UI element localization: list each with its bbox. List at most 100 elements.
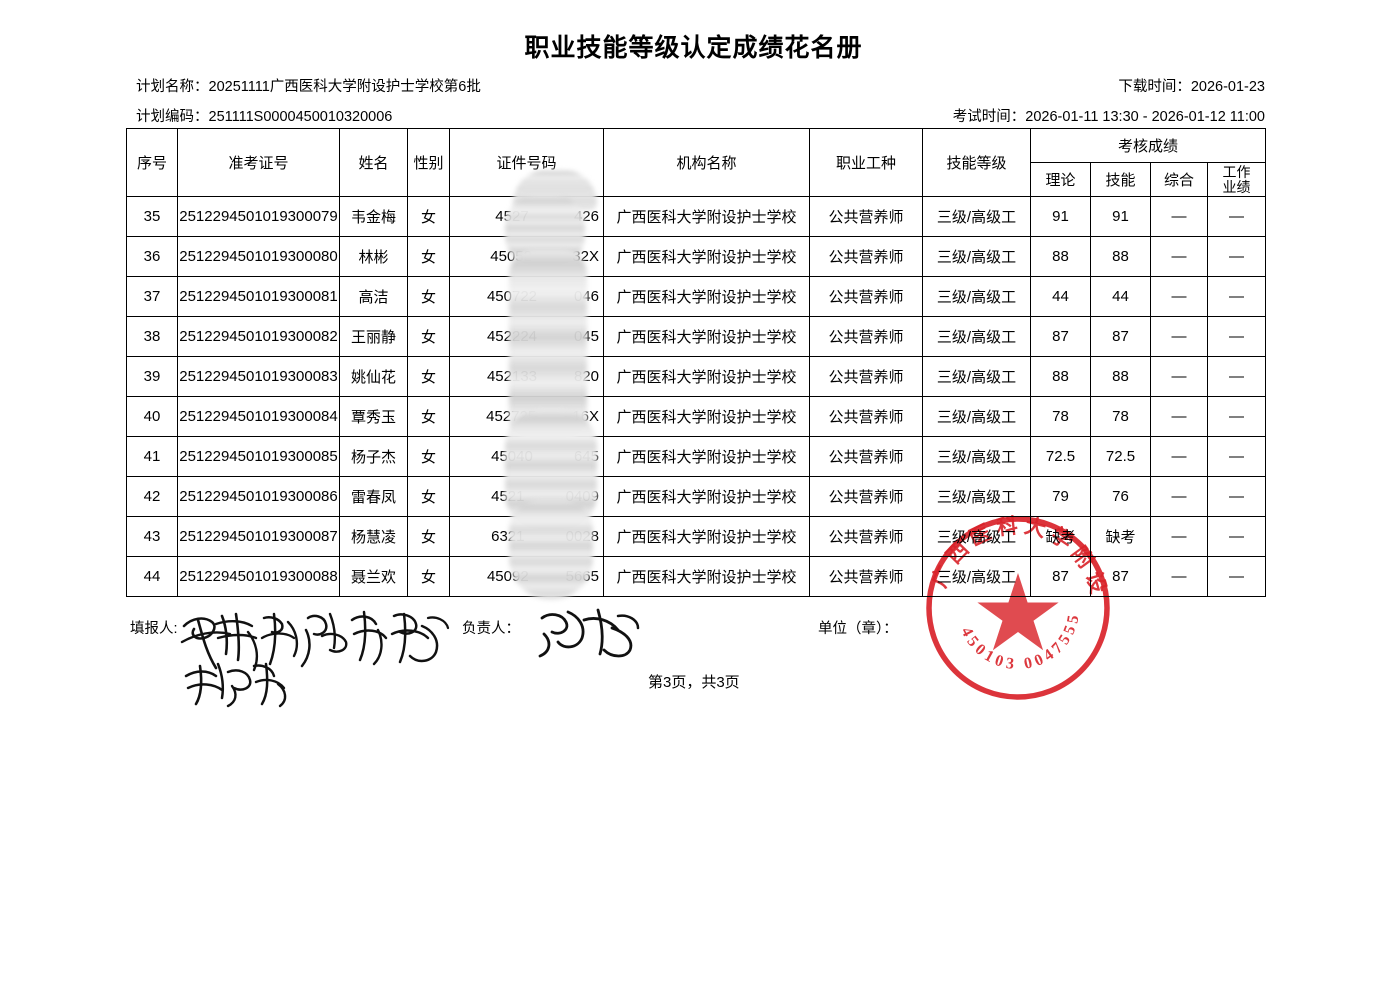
cell-seq: 40 bbox=[126, 396, 178, 437]
col-header-name: 姓名 bbox=[339, 128, 408, 197]
cell-gender: 女 bbox=[407, 356, 450, 397]
cell-work-performance: — bbox=[1206, 276, 1267, 317]
cell-gender: 女 bbox=[407, 196, 450, 237]
cell-theory: 78 bbox=[1030, 396, 1091, 437]
cell-admission-no: 2512294501019300088 bbox=[177, 556, 340, 597]
cell-comprehensive: — bbox=[1150, 276, 1208, 317]
cell-theory: 88 bbox=[1030, 236, 1091, 277]
col-header-admission-no: 准考证号 bbox=[177, 128, 340, 197]
cell-occupation: 公共营养师 bbox=[809, 516, 923, 557]
cell-work-performance: — bbox=[1206, 476, 1267, 517]
plan-code-value: 251111S0000450010320006 bbox=[208, 109, 393, 125]
cell-occupation: 公共营养师 bbox=[809, 396, 923, 437]
exam-time-group: 考试时间：2026-01-11 13:30 - 2026-01-12 11:00 bbox=[953, 105, 1265, 126]
cell-seq: 38 bbox=[126, 316, 178, 357]
meta-row-plan-name: 计划名称：20251111广西医科大学附设护士学校第6批 下载时间：2026-0… bbox=[136, 75, 1265, 96]
cell-gender: 女 bbox=[407, 436, 450, 477]
cell-work-performance: — bbox=[1206, 556, 1267, 597]
id-number-tail: 5665 bbox=[565, 568, 599, 585]
cell-skill-level: 三级/高级工 bbox=[922, 476, 1031, 517]
col-header-seq: 序号 bbox=[126, 128, 178, 197]
download-time-value: 2026-01-23 bbox=[1190, 79, 1265, 95]
cell-id-number: 45052 32X bbox=[449, 236, 604, 277]
cell-id-number: 452725 16X bbox=[449, 396, 604, 437]
table-row: 44 2512294501019300088 聂兰欢女 45092 5665 广西医科大学… bbox=[126, 556, 1267, 597]
cell-id-number: 6321 0028 bbox=[449, 516, 604, 557]
filler-label: 填报人: bbox=[130, 621, 178, 637]
id-number-tail: 426 bbox=[573, 208, 599, 225]
cell-seq: 44 bbox=[126, 556, 178, 597]
id-number-head: 452224 bbox=[486, 328, 538, 345]
id-number-head: 452133 bbox=[486, 368, 538, 385]
cell-skill-level: 三级/高级工 bbox=[922, 276, 1031, 317]
id-number-tail: 820 bbox=[573, 368, 599, 385]
table-row: 43 2512294501019300087 杨慧凌女 6321 0028 广西医科大学附… bbox=[126, 516, 1267, 557]
table-row: 39 2512294501019300083 姚仙花女 452133 820 广西医科大学… bbox=[126, 356, 1267, 397]
cell-theory: 88 bbox=[1030, 356, 1091, 397]
cell-work-performance: — bbox=[1206, 196, 1267, 237]
cell-admission-no: 2512294501019300087 bbox=[177, 516, 340, 557]
cell-skill-level: 三级/高级工 bbox=[922, 356, 1031, 397]
cell-institution: 广西医科大学附设护士学校 bbox=[603, 356, 810, 397]
table-head: 序号 准考证号 姓名 性别 证件号码 机构名称 职业工种 技能等级 考核成绩 理… bbox=[126, 128, 1267, 197]
cell-name: 杨慧凌 bbox=[339, 516, 408, 557]
cell-gender: 女 bbox=[407, 516, 450, 557]
id-number-tail: 0028 bbox=[565, 528, 599, 545]
cell-skill-level: 三级/高级工 bbox=[922, 196, 1031, 237]
plan-name-group: 计划名称：20251111广西医科大学附设护士学校第6批 bbox=[136, 75, 481, 96]
exam-time-value: 2026-01-11 13:30 - 2026-01-12 11:00 bbox=[1025, 109, 1265, 125]
cell-comprehensive: — bbox=[1150, 516, 1208, 557]
cell-institution: 广西医科大学附设护士学校 bbox=[603, 476, 810, 517]
table-row: 36 2512294501019300080 林彬女 45052 32X 广西医科大学附设… bbox=[126, 236, 1267, 277]
cell-id-number: 452133 820 bbox=[449, 356, 604, 397]
cell-skill: 78 bbox=[1090, 396, 1151, 437]
cell-institution: 广西医科大学附设护士学校 bbox=[603, 396, 810, 437]
cell-comprehensive: — bbox=[1150, 316, 1208, 357]
id-number-tail: 0409 bbox=[565, 488, 599, 505]
cell-occupation: 公共营养师 bbox=[809, 196, 923, 237]
cell-id-number: 45092 5665 bbox=[449, 556, 604, 597]
id-number-tail: 16X bbox=[572, 408, 599, 425]
responsible-person-label: 负责人： bbox=[462, 621, 520, 637]
cell-name: 聂兰欢 bbox=[339, 556, 408, 597]
cell-occupation: 公共营养师 bbox=[809, 236, 923, 277]
cell-theory: 72.5 bbox=[1030, 436, 1091, 477]
cell-gender: 女 bbox=[407, 556, 450, 597]
cell-gender: 女 bbox=[407, 476, 450, 517]
cell-comprehensive: — bbox=[1150, 196, 1208, 237]
plan-name-label: 计划名称： bbox=[136, 79, 209, 95]
cell-name: 韦金梅 bbox=[339, 196, 408, 237]
cell-occupation: 公共营养师 bbox=[809, 276, 923, 317]
cell-institution: 广西医科大学附设护士学校 bbox=[603, 196, 810, 237]
cell-seq: 35 bbox=[126, 196, 178, 237]
cell-id-number: 452224 045 bbox=[449, 316, 604, 357]
cell-theory: 87 bbox=[1030, 556, 1091, 597]
header-row-top: 序号 准考证号 姓名 性别 证件号码 机构名称 职业工种 技能等级 考核成绩 bbox=[126, 128, 1267, 197]
cell-work-performance: — bbox=[1206, 236, 1267, 277]
cell-name: 王丽静 bbox=[339, 316, 408, 357]
cell-gender: 女 bbox=[407, 316, 450, 357]
id-number-head: 45040 bbox=[491, 448, 533, 465]
cell-name: 林彬 bbox=[339, 236, 408, 277]
cell-work-performance: — bbox=[1206, 356, 1267, 397]
col-header-id-number: 证件号码 bbox=[449, 128, 604, 197]
cell-seq: 39 bbox=[126, 356, 178, 397]
cell-skill: 87 bbox=[1090, 316, 1151, 357]
cell-skill-level: 三级/高级工 bbox=[922, 236, 1031, 277]
id-number-head: 45092 bbox=[486, 568, 529, 585]
col-header-skill-level: 技能等级 bbox=[922, 128, 1031, 197]
cell-comprehensive: — bbox=[1150, 556, 1208, 597]
col-header-occupation: 职业工种 bbox=[809, 128, 923, 197]
cell-skill-level: 三级/高级工 bbox=[922, 396, 1031, 437]
table-row: 35 2512294501019300079 韦金梅女 4527 426 广西医科大学附设… bbox=[126, 196, 1267, 237]
col-header-skill: 技能 bbox=[1090, 162, 1151, 197]
cell-occupation: 公共营养师 bbox=[809, 436, 923, 477]
cell-id-number: 45040 645 bbox=[449, 436, 604, 477]
id-number-head: 452725 bbox=[486, 408, 537, 425]
cell-seq: 36 bbox=[126, 236, 178, 277]
unit-seal-label: 单位（章）： bbox=[818, 621, 898, 637]
cell-occupation: 公共营养师 bbox=[809, 556, 923, 597]
col-header-scores-group: 考核成绩 bbox=[1029, 128, 1267, 163]
plan-code-group: 计划编码：251111S0000450010320006 bbox=[136, 105, 392, 126]
